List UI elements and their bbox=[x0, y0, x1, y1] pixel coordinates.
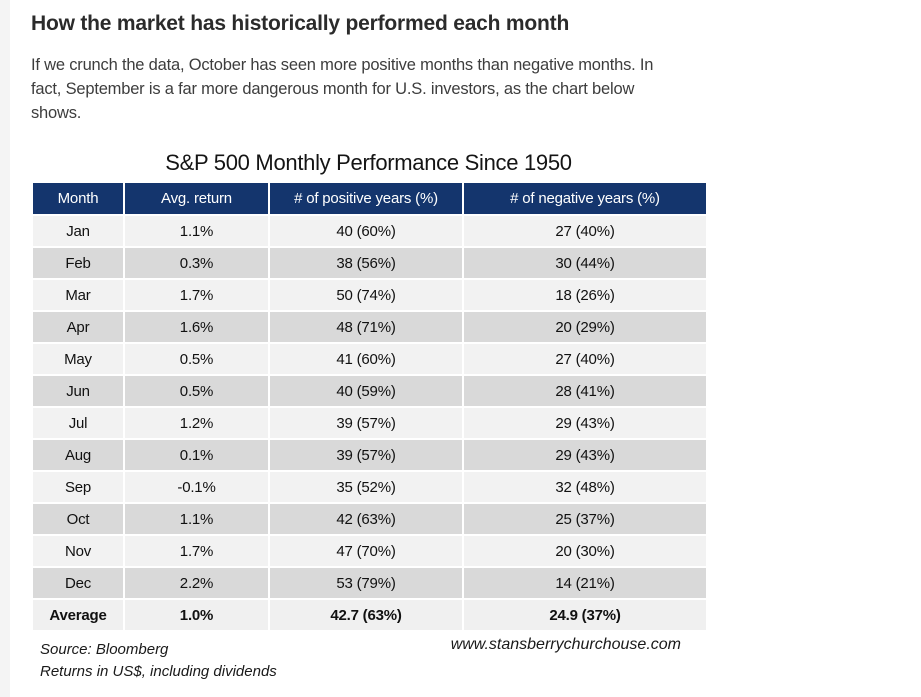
positive-years-cell: 42 (63%) bbox=[268, 502, 464, 536]
positive-years-cell: 50 (74%) bbox=[268, 278, 464, 312]
table-row-mar: Mar 1.7% 50 (74%) 18 (26%) bbox=[31, 278, 708, 312]
article-content: How the market has historically performe… bbox=[31, 12, 708, 683]
positive-years-cell: 35 (52%) bbox=[268, 470, 464, 504]
positive-years-cell: 53 (79%) bbox=[268, 566, 464, 600]
negative-years-cell: 27 (40%) bbox=[462, 214, 708, 248]
column-header-positive-years: # of positive years (%) bbox=[268, 181, 464, 216]
page-left-margin bbox=[0, 0, 10, 697]
negative-years-cell: 28 (41%) bbox=[462, 374, 708, 408]
month-cell: Aug bbox=[31, 438, 125, 472]
source-attribution: Source: Bloomberg Returns in US$, includ… bbox=[31, 639, 277, 683]
table-row-sep: Sep -0.1% 35 (52%) 32 (48%) bbox=[31, 470, 708, 504]
avg-return-cell: 0.5% bbox=[123, 374, 270, 408]
positive-years-cell: 39 (57%) bbox=[268, 406, 464, 440]
avg-return-cell: 1.6% bbox=[123, 310, 270, 344]
avg-return-cell: 1.7% bbox=[123, 534, 270, 568]
negative-years-cell: 20 (30%) bbox=[462, 534, 708, 568]
negative-years-cell: 32 (48%) bbox=[462, 470, 708, 504]
negative-years-cell: 20 (29%) bbox=[462, 310, 708, 344]
month-cell: Feb bbox=[31, 246, 125, 280]
avg-return-cell: 1.0% bbox=[123, 598, 270, 632]
table-row-jul: Jul 1.2% 39 (57%) 29 (43%) bbox=[31, 406, 708, 440]
chart-footer: Source: Bloomberg Returns in US$, includ… bbox=[31, 636, 706, 683]
table-row-oct: Oct 1.1% 42 (63%) 25 (37%) bbox=[31, 502, 708, 536]
chart-title: S&P 500 Monthly Performance Since 1950 bbox=[165, 150, 572, 175]
table-row-feb: Feb 0.3% 38 (56%) 30 (44%) bbox=[31, 246, 708, 280]
table-header-row: Month Avg. return # of positive years (%… bbox=[31, 181, 708, 216]
positive-years-cell: 47 (70%) bbox=[268, 534, 464, 568]
column-header-negative-years: # of negative years (%) bbox=[462, 181, 708, 216]
positive-years-cell: 40 (59%) bbox=[268, 374, 464, 408]
negative-years-cell: 27 (40%) bbox=[462, 342, 708, 376]
column-header-month: Month bbox=[31, 181, 125, 216]
website-url: www.stansberrychurchouse.com bbox=[450, 636, 681, 653]
performance-table: Month Avg. return # of positive years (%… bbox=[31, 181, 708, 632]
table-row-jun: Jun 0.5% 40 (59%) 28 (41%) bbox=[31, 374, 708, 408]
avg-return-cell: 0.5% bbox=[123, 342, 270, 376]
negative-years-cell: 29 (43%) bbox=[462, 438, 708, 472]
month-cell: Dec bbox=[31, 566, 125, 600]
month-cell: Apr bbox=[31, 310, 125, 344]
month-cell: Jan bbox=[31, 214, 125, 248]
avg-return-cell: 0.1% bbox=[123, 438, 270, 472]
negative-years-cell: 30 (44%) bbox=[462, 246, 708, 280]
avg-return-cell: 0.3% bbox=[123, 246, 270, 280]
positive-years-cell: 40 (60%) bbox=[268, 214, 464, 248]
positive-years-cell: 48 (71%) bbox=[268, 310, 464, 344]
positive-years-cell: 39 (57%) bbox=[268, 438, 464, 472]
negative-years-cell: 14 (21%) bbox=[462, 566, 708, 600]
month-cell: Sep bbox=[31, 470, 125, 504]
month-cell: Oct bbox=[31, 502, 125, 536]
performance-chart: S&P 500 Monthly Performance Since 1950 M… bbox=[31, 150, 708, 683]
month-cell: Nov bbox=[31, 534, 125, 568]
table-row-average: Average 1.0% 42.7 (63%) 24.9 (37%) bbox=[31, 598, 708, 632]
avg-return-cell: 1.7% bbox=[123, 278, 270, 312]
positive-years-cell: 42.7 (63%) bbox=[268, 598, 464, 632]
month-cell: Jun bbox=[31, 374, 125, 408]
table-row-jan: Jan 1.1% 40 (60%) 27 (40%) bbox=[31, 214, 708, 248]
month-cell: May bbox=[31, 342, 125, 376]
avg-return-cell: 1.1% bbox=[123, 502, 270, 536]
table-row-nov: Nov 1.7% 47 (70%) 20 (30%) bbox=[31, 534, 708, 568]
month-cell: Average bbox=[31, 598, 125, 632]
positive-years-cell: 38 (56%) bbox=[268, 246, 464, 280]
table-row-may: May 0.5% 41 (60%) 27 (40%) bbox=[31, 342, 708, 376]
avg-return-cell: 2.2% bbox=[123, 566, 270, 600]
negative-years-cell: 18 (26%) bbox=[462, 278, 708, 312]
table-row-aug: Aug 0.1% 39 (57%) 29 (43%) bbox=[31, 438, 708, 472]
negative-years-cell: 25 (37%) bbox=[462, 502, 708, 536]
article-intro: If we crunch the data, October has seen … bbox=[31, 56, 654, 122]
month-cell: Jul bbox=[31, 406, 125, 440]
returns-note: Returns in US$, including dividends bbox=[40, 663, 277, 680]
avg-return-cell: 1.2% bbox=[123, 406, 270, 440]
avg-return-cell: -0.1% bbox=[123, 470, 270, 504]
month-cell: Mar bbox=[31, 278, 125, 312]
negative-years-cell: 24.9 (37%) bbox=[462, 598, 708, 632]
table-row-apr: Apr 1.6% 48 (71%) 20 (29%) bbox=[31, 310, 708, 344]
negative-years-cell: 29 (43%) bbox=[462, 406, 708, 440]
avg-return-cell: 1.1% bbox=[123, 214, 270, 248]
article-heading: How the market has historically performe… bbox=[31, 12, 570, 35]
positive-years-cell: 41 (60%) bbox=[268, 342, 464, 376]
table-row-dec: Dec 2.2% 53 (79%) 14 (21%) bbox=[31, 566, 708, 600]
source-line: Source: Bloomberg bbox=[40, 641, 169, 658]
column-header-avg-return: Avg. return bbox=[123, 181, 270, 216]
